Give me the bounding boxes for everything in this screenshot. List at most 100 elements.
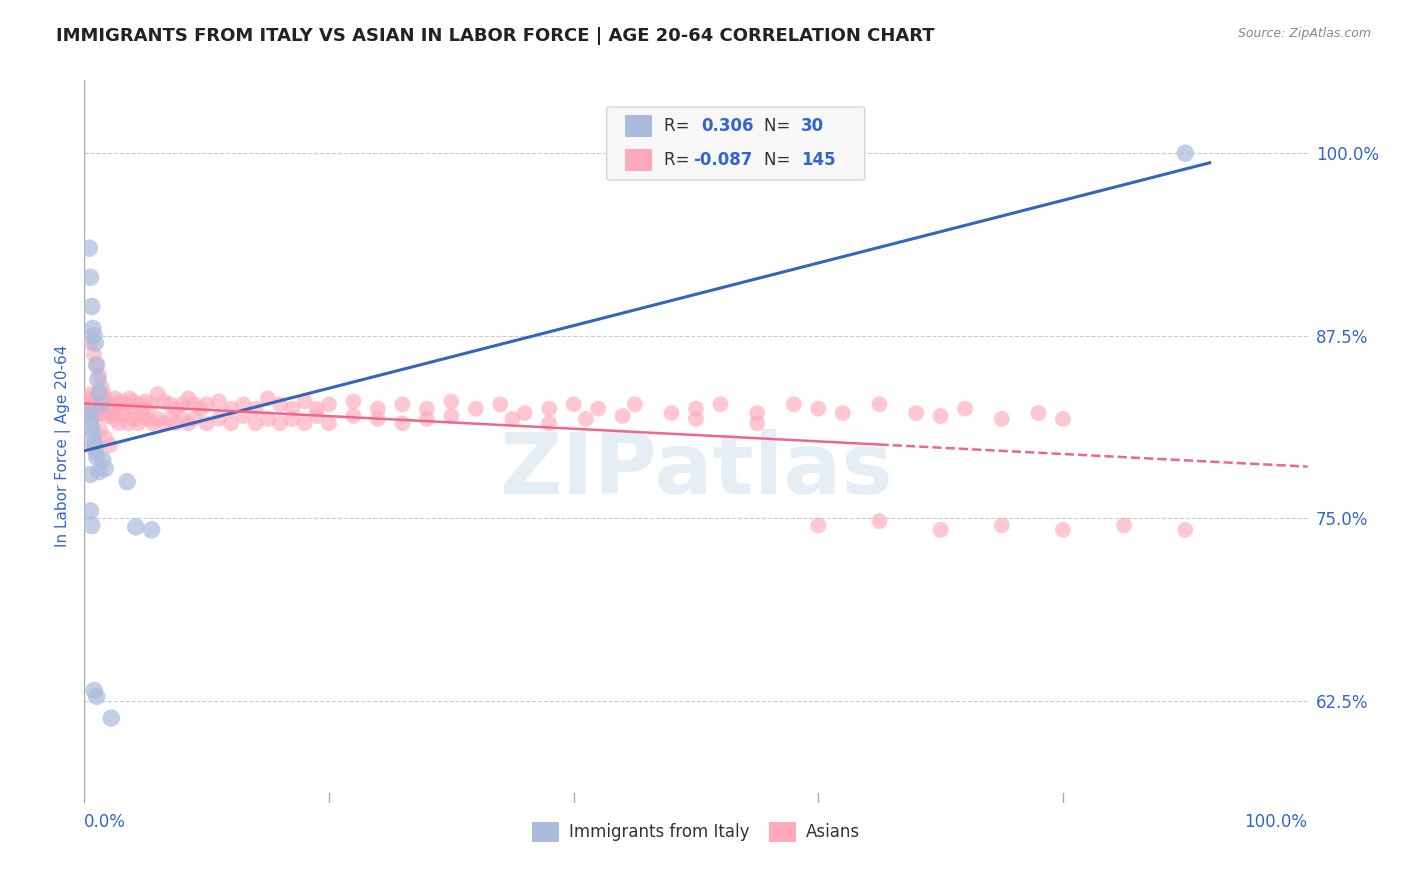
Point [84,401,107,416]
Point [183,397,205,411]
Point [90,380,112,394]
Point [538,401,561,416]
Text: R=: R= [664,151,695,169]
Point [83,397,105,411]
Point [219,401,242,416]
Point [86,406,108,420]
Point [318,417,340,431]
Point [661,406,683,420]
Point [83,683,105,698]
Point [82,397,104,411]
Point [208,412,231,426]
Point [513,406,536,420]
Point [125,520,148,534]
FancyBboxPatch shape [606,107,865,180]
Point [82,406,104,420]
Point [125,406,148,420]
Point [112,409,135,423]
Point [305,401,328,416]
Point [416,412,439,426]
Bar [626,115,652,136]
Point [391,417,413,431]
Text: IMMIGRANTS FROM ITALY VS ASIAN IN LABOR FORCE | AGE 20-64 CORRELATION CHART: IMMIGRANTS FROM ITALY VS ASIAN IN LABOR … [56,27,935,45]
Point [141,523,163,537]
Point [318,397,340,411]
Point [89,401,111,416]
Point [153,417,176,431]
Point [159,412,181,426]
Point [104,392,127,406]
Text: -0.087: -0.087 [693,151,752,169]
Point [83,409,105,423]
Point [87,368,110,383]
Point [153,394,176,409]
Point [294,417,316,431]
Point [562,397,585,411]
Point [783,397,806,411]
Point [165,401,187,416]
Point [464,401,486,416]
Point [869,397,891,411]
Point [177,392,200,406]
Point [440,409,463,423]
Point [94,461,117,475]
Point [104,412,127,426]
Point [489,397,512,411]
Point [1114,518,1136,533]
Point [172,397,194,411]
Text: 30: 30 [801,117,824,135]
Point [118,392,141,406]
Point [367,401,389,416]
Point [84,409,107,423]
Point [165,417,187,431]
Point [80,401,103,416]
Text: 0.306: 0.306 [700,117,754,135]
Point [83,435,105,450]
Point [905,406,928,420]
Point [257,392,280,406]
Point [281,401,304,416]
Text: N=: N= [765,117,796,135]
Point [90,397,112,411]
Point [79,406,101,420]
Text: N=: N= [765,151,796,169]
Point [82,426,104,441]
Point [1052,412,1074,426]
Point [97,401,120,416]
Point [305,409,328,423]
Point [98,438,121,452]
Point [101,401,124,416]
Point [93,397,115,411]
Point [89,424,111,438]
Point [87,406,110,420]
Point [269,397,291,411]
Point [82,438,104,452]
Point [84,445,107,459]
Point [110,394,132,409]
Point [685,412,707,426]
Point [342,394,364,409]
Point [83,328,105,343]
Point [141,397,163,411]
Point [146,412,169,426]
Point [177,417,200,431]
Point [612,409,634,423]
Point [183,412,205,426]
Point [91,452,114,467]
Point [96,397,118,411]
Point [132,409,155,423]
Point [685,401,707,416]
Point [122,394,145,409]
Point [127,417,149,431]
Point [831,406,853,420]
Point [195,417,218,431]
Point [100,711,122,725]
Text: R=: R= [664,117,695,135]
Point [232,409,254,423]
Point [807,401,830,416]
Point [136,412,159,426]
Point [807,518,830,533]
Point [115,475,138,489]
Point [87,387,110,401]
Point [929,523,952,537]
